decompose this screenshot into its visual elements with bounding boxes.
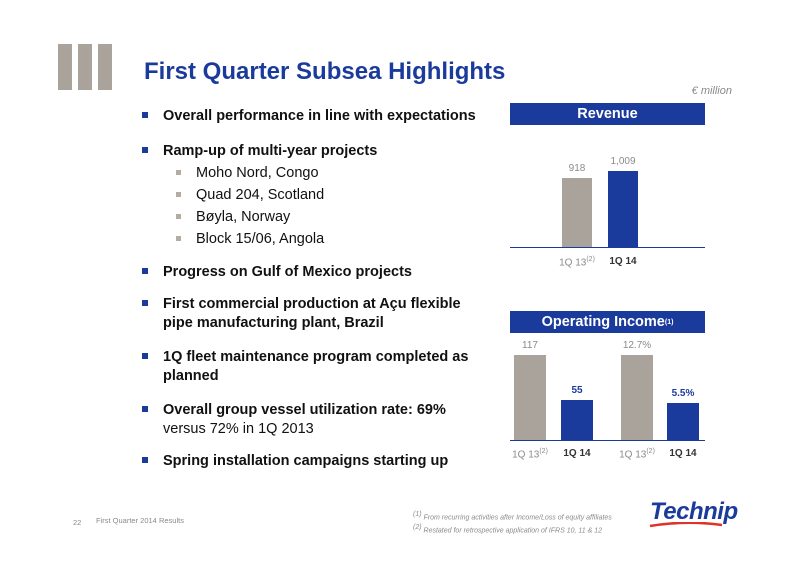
operating-income-x-label-0-1: 1Q 14 [563, 448, 591, 459]
operating-income-bar-1-1 [667, 403, 699, 440]
operating-income-value-label-1-0: 12.7% [622, 340, 652, 351]
bullet-square-icon [142, 300, 148, 306]
bullet-square-icon [142, 268, 148, 274]
footnotes: (1) From recurring activities after Inco… [413, 510, 612, 537]
operating-income-chart-title: Operating Income (1) [510, 311, 705, 333]
bullet-square-icon [142, 353, 148, 359]
bullet-performance: Overall performance in line with expecta… [142, 107, 476, 126]
operating-income-bar-0-0 [514, 355, 546, 440]
revenue-bar-1 [608, 171, 638, 247]
sub-bullet-quad-204: Quad 204, Scotland [176, 186, 324, 205]
revenue-chart-title: Revenue [510, 103, 705, 125]
page-number: 22 [73, 518, 82, 527]
revenue-value-label-0: 918 [568, 162, 586, 174]
technip-logo: Technip [650, 498, 738, 525]
bullet-ramp-up: Ramp-up of multi-year projects [142, 142, 377, 161]
operating-income-value-label-1-1: 5.5% [671, 388, 695, 400]
sub-bullet-square-icon [176, 214, 181, 219]
sub-bullet-square-icon [176, 236, 181, 241]
revenue-axis-line [510, 247, 705, 248]
revenue-x-label-0: 1Q 13(2) [559, 256, 595, 269]
footnote-2: (2) Restated for retrospective applicati… [413, 524, 602, 535]
unit-label: € million [691, 85, 732, 97]
sub-bullet-boyla: Bøyla, Norway [176, 208, 290, 227]
footnote-1: (1) From recurring activities after Inco… [413, 511, 612, 522]
technip-logo-swoosh-icon [649, 522, 723, 528]
header-bars-logo [58, 44, 112, 90]
page-title: First Quarter Subsea Highlights [144, 58, 506, 85]
footer-text: First Quarter 2014 Results [96, 516, 184, 525]
bullet-square-icon [142, 406, 148, 412]
operating-income-x-label-1-0: 1Q 13(2) [619, 448, 655, 461]
bullet-square-icon [142, 112, 148, 118]
operating-income-axis-line [510, 440, 705, 441]
bullet-square-icon [142, 457, 148, 463]
bullet-acu-plant: First commercial production at Açu flexi… [142, 295, 461, 333]
sub-bullet-moho-nord: Moho Nord, Congo [176, 164, 319, 183]
sub-bullet-block-15-06: Block 15/06, Angola [176, 230, 324, 249]
bullet-spring-campaigns: Spring installation campaigns starting u… [142, 452, 448, 471]
sub-bullet-square-icon [176, 170, 181, 175]
revenue-x-label-1: 1Q 14 [609, 256, 637, 267]
operating-income-value-label-0-1: 55 [571, 385, 583, 397]
operating-income-x-label-1-1: 1Q 14 [669, 448, 697, 459]
revenue-value-label-1: 1,009 [610, 156, 636, 167]
operating-income-bar-0-1 [561, 400, 593, 440]
sub-bullet-square-icon [176, 192, 181, 197]
operating-income-bar-1-0 [621, 355, 653, 440]
revenue-bar-0 [562, 177, 592, 247]
bullet-square-icon [142, 147, 148, 153]
bullet-gulf-of-mexico: Progress on Gulf of Mexico projects [142, 263, 412, 282]
bullet-fleet-maintenance: 1Q fleet maintenance program completed a… [142, 348, 468, 386]
operating-income-value-label-0-0: 117 [522, 340, 538, 351]
operating-income-x-label-0-0: 1Q 13(2) [512, 448, 548, 461]
bullet-vessel-utilization: Overall group vessel utilization rate: 6… [142, 401, 446, 439]
